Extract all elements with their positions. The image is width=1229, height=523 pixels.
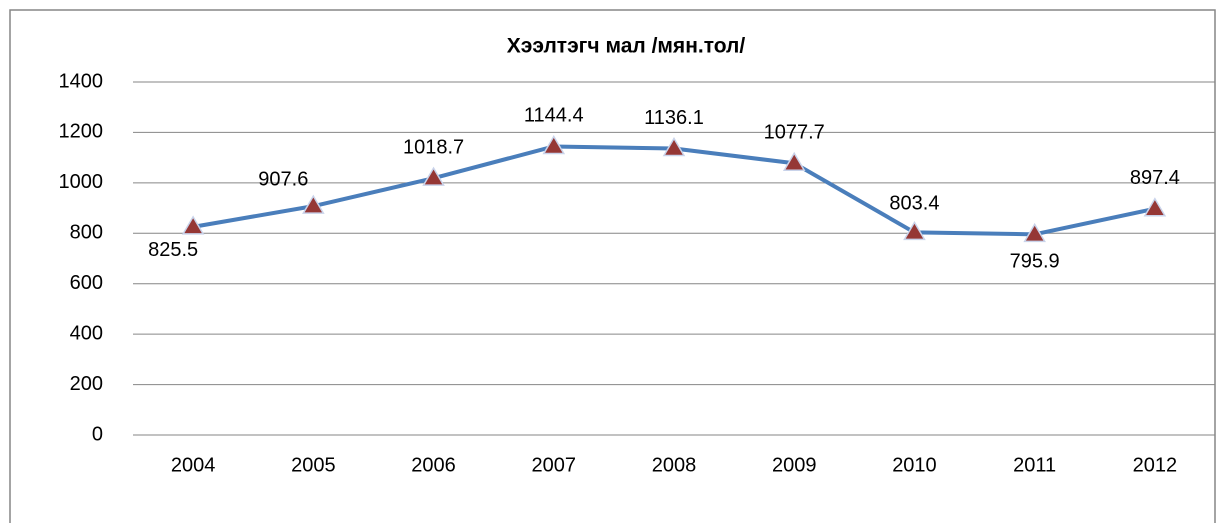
- data-label: 825.5: [148, 239, 198, 261]
- marker: [422, 166, 445, 186]
- y-tick-label: 200: [70, 373, 103, 395]
- marker: [181, 215, 205, 235]
- marker: [302, 194, 325, 214]
- marker: [1023, 222, 1046, 243]
- data-label: 907.6: [258, 168, 308, 190]
- y-tick-label: 600: [70, 272, 103, 294]
- series-line: [192, 144, 1156, 237]
- x-tick-label: 2008: [652, 454, 697, 476]
- x-tick-label: 2011: [1013, 454, 1056, 476]
- data-label: 897.4: [1130, 167, 1180, 189]
- y-tick-label: 800: [70, 222, 103, 244]
- x-tick-label: 2004: [171, 454, 216, 476]
- data-label: 795.9: [1010, 251, 1060, 273]
- y-tick-label: 1000: [59, 171, 104, 193]
- marker: [903, 220, 926, 241]
- marker: [662, 137, 686, 157]
- data-label: 1144.4: [524, 105, 584, 127]
- x-tick-label: 2012: [1133, 454, 1178, 476]
- marker: [782, 151, 806, 172]
- x-tick-label: 2006: [411, 454, 456, 476]
- x-tick-label: 2009: [772, 454, 817, 476]
- y-tick-label: 1200: [59, 121, 104, 143]
- chart-frame: [9, 9, 1216, 523]
- y-tick-label: 0: [92, 423, 103, 445]
- chart-title: Хээлтэгч мал /мян.тол/: [507, 35, 746, 58]
- data-label: 1018.7: [403, 136, 464, 158]
- data-label: 803.4: [889, 193, 939, 215]
- marker: [1143, 197, 1167, 217]
- data-label: 1136.1: [644, 107, 704, 129]
- marker: [542, 134, 566, 155]
- y-tick-label: 1400: [59, 70, 104, 92]
- x-tick-label: 2005: [291, 454, 336, 476]
- x-tick-label: 2010: [892, 454, 937, 476]
- data-label: 1077.7: [764, 122, 825, 144]
- y-tick-label: 400: [70, 322, 103, 344]
- x-tick-label: 2007: [532, 454, 577, 476]
